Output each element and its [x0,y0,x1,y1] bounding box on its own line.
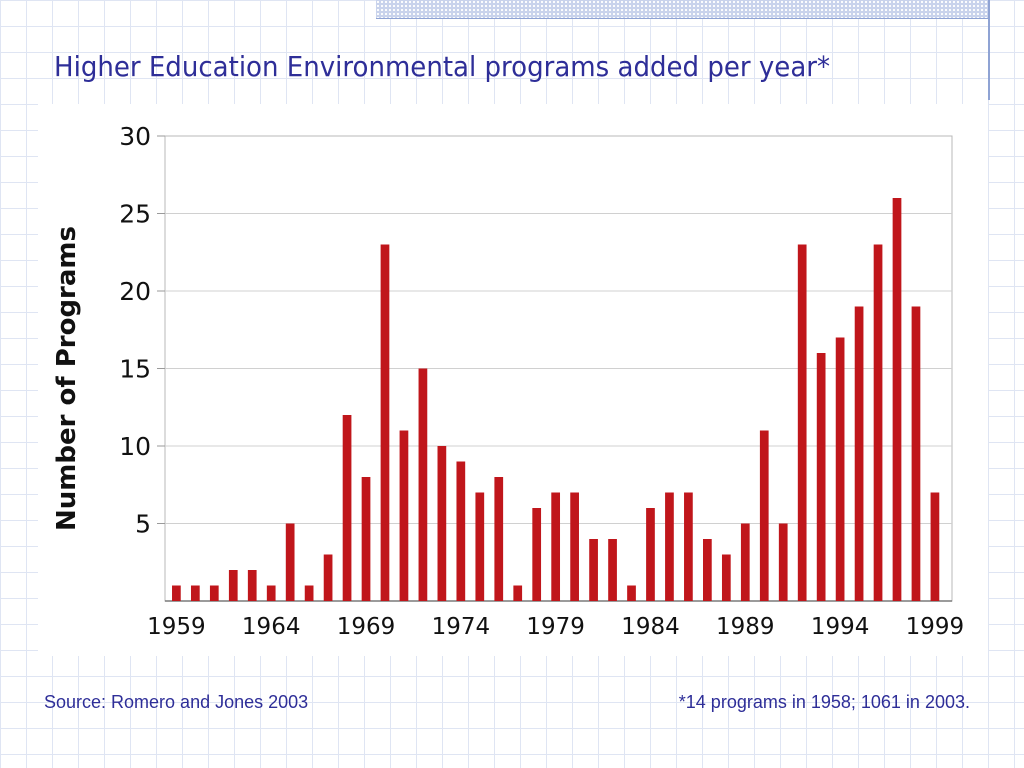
slide-title: Higher Education Environmental programs … [54,50,831,83]
bar [646,508,655,601]
bar [513,585,523,601]
bar [589,539,598,601]
bar [570,492,579,601]
bar [551,492,561,601]
bar [380,244,390,601]
bar [342,415,352,601]
bar [665,492,674,601]
y-tick-label: 15 [119,355,151,384]
bar [247,570,257,601]
y-axis-label: Number of Programs [52,226,82,531]
footnote: *14 programs in 1958; 1061 in 2003. [678,692,970,712]
bar [816,353,826,601]
x-tick-label: 1959 [147,614,206,640]
bar [494,477,504,601]
y-tick-label: 20 [119,277,151,306]
bar [873,244,883,601]
y-tick-label: 30 [119,122,151,151]
bar [418,368,428,601]
bar [172,585,181,601]
x-tick-label: 1984 [621,614,680,640]
bar [721,554,731,601]
bar [684,492,693,601]
x-tick-label: 1964 [242,614,301,640]
bar [304,585,314,601]
y-tick-label: 5 [135,510,151,539]
header-decoration-band [376,0,988,18]
bar [399,430,409,601]
bar [759,430,769,601]
x-tick-label: 1994 [811,614,870,640]
bar [228,570,238,601]
x-tick-label: 1979 [526,614,585,640]
bar [835,337,845,601]
side-rule [988,0,990,100]
source-note: Source: Romero and Jones 2003 [44,692,309,712]
bar [797,244,807,601]
bar [911,306,921,601]
x-tick-label: 1999 [906,614,965,640]
header-rule [376,18,988,19]
bar [532,508,542,601]
bar [361,477,371,601]
chart-panel: 5 10 15 20 25 30 1959 1964 1969 1974 1979 1984 1989 1… [38,104,988,656]
x-tick-label: 1974 [432,614,491,640]
y-tick-label: 25 [119,200,151,229]
bar [323,554,333,601]
bar [930,492,940,601]
bar-chart: 5 10 15 20 25 30 1959 1964 1969 1974 1979 1984 1989 1… [52,122,965,640]
bar [437,446,447,601]
x-tick-label: 1969 [337,614,396,640]
bar [892,198,902,601]
bar [266,585,276,601]
bar [740,523,750,601]
bar [475,492,485,601]
x-tick-label: 1989 [716,614,775,640]
bar [778,523,788,601]
bar [190,585,200,601]
bar [854,306,864,601]
bar [627,585,636,601]
bar [456,461,466,601]
bar [285,523,295,601]
bar [608,539,617,601]
bar [703,539,712,601]
bar [209,585,219,601]
y-tick-label: 10 [119,432,151,461]
